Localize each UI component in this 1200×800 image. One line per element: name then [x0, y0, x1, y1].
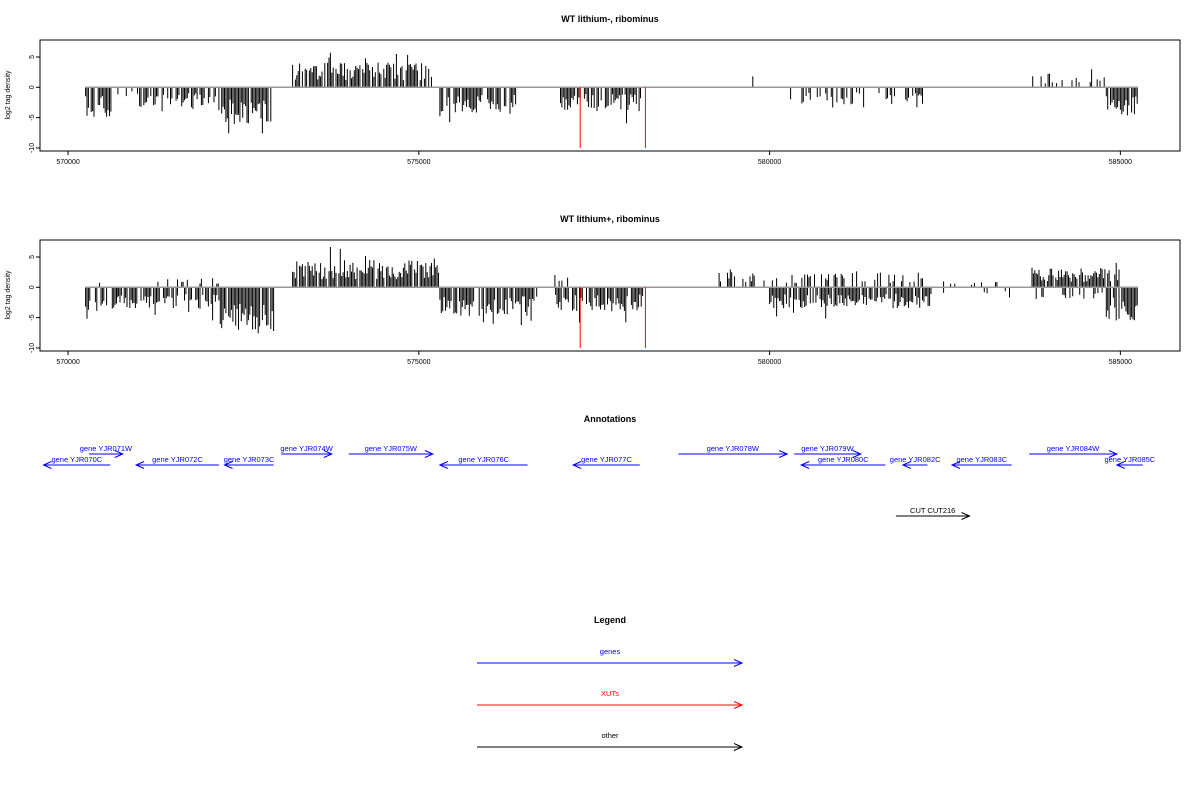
gene-feature: gene YJR075W [348, 444, 435, 458]
legend: Legend genes XUTs other [477, 615, 744, 751]
gene-arrow-head [901, 461, 912, 469]
legend-items: genes XUTs other [477, 647, 744, 751]
y-tick-label: 5 [29, 55, 36, 59]
gene-label: gene YJR074W [280, 444, 333, 453]
gene-arrow-head [1108, 450, 1119, 458]
x-tick-label: 580000 [758, 159, 781, 166]
legend-arrow-head [733, 659, 744, 667]
gene-arrow-head [424, 450, 435, 458]
gene-arrow-head [961, 512, 971, 520]
gene-label: gene YJR070C [51, 455, 102, 464]
xut-lines [579, 287, 646, 348]
legend-label: other [601, 731, 619, 740]
gene-label: CUT CUT216 [910, 506, 955, 515]
gene-label: gene YJR080C [818, 455, 869, 464]
density-bar-path [85, 52, 1138, 134]
gene-feature: gene YJR083C [950, 455, 1012, 469]
gene-arrow-head [950, 461, 961, 469]
annotations-title: Annotations [584, 414, 637, 424]
gene-feature: gene YJR080C [799, 455, 886, 469]
gene-feature: gene YJR071W [80, 444, 133, 458]
x-tick-label: 575000 [407, 159, 430, 166]
gene-features: gene YJR070C gene YJR071W gene YJR072C gene… [42, 444, 1156, 520]
plot-frame [39, 39, 1181, 152]
y-tick-label: -10 [29, 343, 36, 353]
gene-arrow-head [778, 450, 789, 458]
legend-item: genes [477, 647, 744, 667]
gene-label: gene YJR083C [956, 455, 1007, 464]
legend-arrow-head [733, 701, 744, 709]
x-tick-label: 585000 [1109, 159, 1132, 166]
y-axis-label: log2 tag density [5, 270, 12, 320]
gene-feature: gene YJR074W [280, 444, 334, 458]
legend-item: XUTs [477, 689, 744, 709]
legend-item: other [477, 731, 744, 751]
y-tick-label: -5 [29, 114, 36, 120]
gene-feature: gene YJR077C [571, 455, 640, 469]
gene-feature: gene YJR073C [223, 455, 275, 469]
gene-label: gene YJR085C [1104, 455, 1155, 464]
gene-label: gene YJR077C [581, 455, 632, 464]
gene-label: gene YJR084W [1047, 444, 1100, 453]
gene-feature: CUT CUT216 [895, 506, 971, 520]
y-tick-label: 0 [29, 85, 36, 89]
y-tick-label: 5 [29, 255, 36, 259]
gene-feature: gene YJR072C [134, 455, 219, 469]
x-tick-label: 575000 [407, 359, 430, 366]
gene-arrow-head [114, 450, 125, 458]
axis-ticks: 570000 575000 580000 585000 -10 -5 0 5 [29, 255, 1132, 366]
gene-arrow-head [571, 461, 582, 469]
xut-lines [579, 87, 646, 148]
gene-label: gene YJR076C [458, 455, 509, 464]
gene-arrow-head [438, 461, 449, 469]
gene-arrow-head [852, 450, 863, 458]
x-tick-label: 570000 [56, 359, 79, 366]
panel-title: WT lithium-, ribominus [561, 14, 659, 24]
gene-label: gene YJR078W [707, 444, 760, 453]
gene-label: gene YJR072C [152, 455, 203, 464]
gene-label: gene YJR071W [80, 444, 133, 453]
density-bar-path [85, 247, 1138, 334]
density-bars [85, 247, 1138, 334]
gene-label: gene YJR082C [890, 455, 941, 464]
gene-label: gene YJR075W [365, 444, 418, 453]
gene-arrow-head [223, 461, 233, 469]
density-bars [85, 52, 1138, 134]
gene-arrow-head [323, 450, 334, 458]
y-tick-label: -5 [29, 314, 36, 320]
x-tick-label: 570000 [56, 159, 79, 166]
gene-feature: gene YJR078W [678, 444, 789, 458]
plot-frame [39, 239, 1181, 352]
gene-feature: gene YJR082C [890, 455, 941, 469]
gene-label: gene YJR073C [224, 455, 275, 464]
legend-label: genes [600, 647, 621, 656]
gene-feature: gene YJR084W [1029, 444, 1119, 458]
gene-arrow-head [134, 461, 145, 469]
axis-ticks: 570000 575000 580000 585000 -10 -5 0 5 [29, 55, 1132, 166]
gene-arrow-head [1115, 461, 1126, 469]
y-axis-label: log2 tag density [5, 70, 12, 120]
x-tick-label: 580000 [758, 359, 781, 366]
y-tick-label: -10 [29, 143, 36, 153]
legend-title: Legend [594, 615, 626, 625]
legend-label: XUTs [601, 689, 619, 698]
y-tick-label: 0 [29, 285, 36, 289]
legend-arrow-head [733, 743, 744, 751]
gene-feature: gene YJR070C [42, 455, 111, 469]
gene-feature: gene YJR085C [1104, 455, 1156, 469]
gene-label: gene YJR079W [801, 444, 854, 453]
gene-feature: gene YJR076C [438, 455, 528, 469]
track-panel-lithium-minus: WT lithium-, ribominus log2 tag density … [5, 14, 1181, 166]
panel-title: WT lithium+, ribominus [560, 214, 660, 224]
x-tick-label: 585000 [1109, 359, 1132, 366]
track-panel-lithium-plus: WT lithium+, ribominus log2 tag density … [5, 214, 1181, 366]
gene-arrow-head [42, 461, 52, 469]
gene-feature: gene YJR079W [794, 444, 863, 458]
gene-arrow-head [799, 461, 810, 469]
